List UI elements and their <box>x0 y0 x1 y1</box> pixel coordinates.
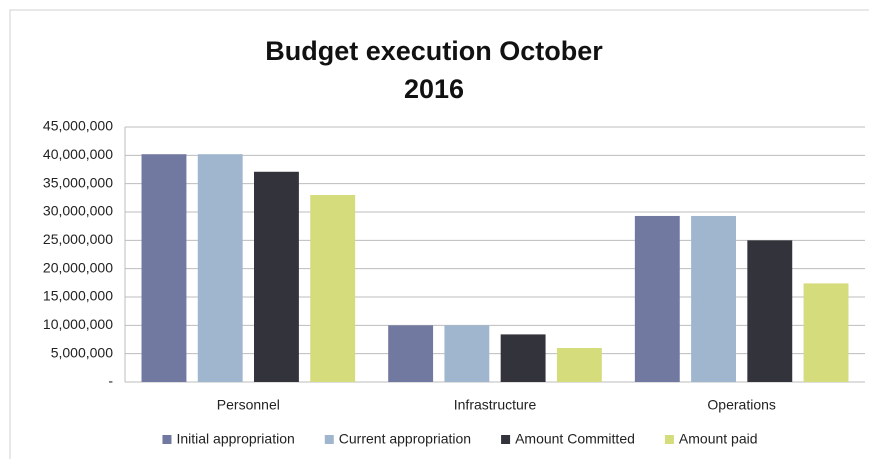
x-tick-label: Infrastructure <box>454 397 537 413</box>
chart-border <box>9 9 869 459</box>
bar <box>388 325 434 382</box>
bar <box>691 215 736 382</box>
bar <box>254 171 299 382</box>
bar <box>444 325 490 382</box>
y-tick-label: 5,000,000 <box>51 344 113 360</box>
bar <box>803 283 849 382</box>
x-tick-label: Operations <box>707 397 775 413</box>
y-tick-label: - <box>108 373 113 389</box>
y-tick-label: 45,000,000 <box>43 118 113 134</box>
legend-label: Amount Committed <box>515 431 635 447</box>
bar <box>634 215 680 382</box>
chart-title: Budget execution October 2016 <box>265 36 603 104</box>
y-tick-label: 35,000,000 <box>43 174 113 190</box>
bar <box>310 195 356 382</box>
bar <box>747 240 793 382</box>
y-tick-label: 30,000,000 <box>43 203 113 219</box>
bar <box>556 348 602 382</box>
legend-swatch <box>162 435 172 444</box>
legend-swatch <box>501 435 511 444</box>
y-tick-label: 15,000,000 <box>43 288 113 304</box>
y-tick-label: 40,000,000 <box>43 146 113 162</box>
legend-swatch <box>324 435 334 444</box>
bar <box>500 334 546 382</box>
legend-label: Amount paid <box>679 431 758 447</box>
legend-swatch <box>664 435 674 444</box>
legend-label: Initial appropriation <box>176 431 294 447</box>
y-tick-label: 10,000,000 <box>43 316 113 332</box>
y-tick-label: 20,000,000 <box>43 259 113 275</box>
bar <box>197 154 243 382</box>
x-tick-label: Personnel <box>217 397 280 413</box>
y-tick-label: 25,000,000 <box>43 231 113 247</box>
bar <box>141 154 187 382</box>
legend-label: Current appropriation <box>339 431 471 447</box>
